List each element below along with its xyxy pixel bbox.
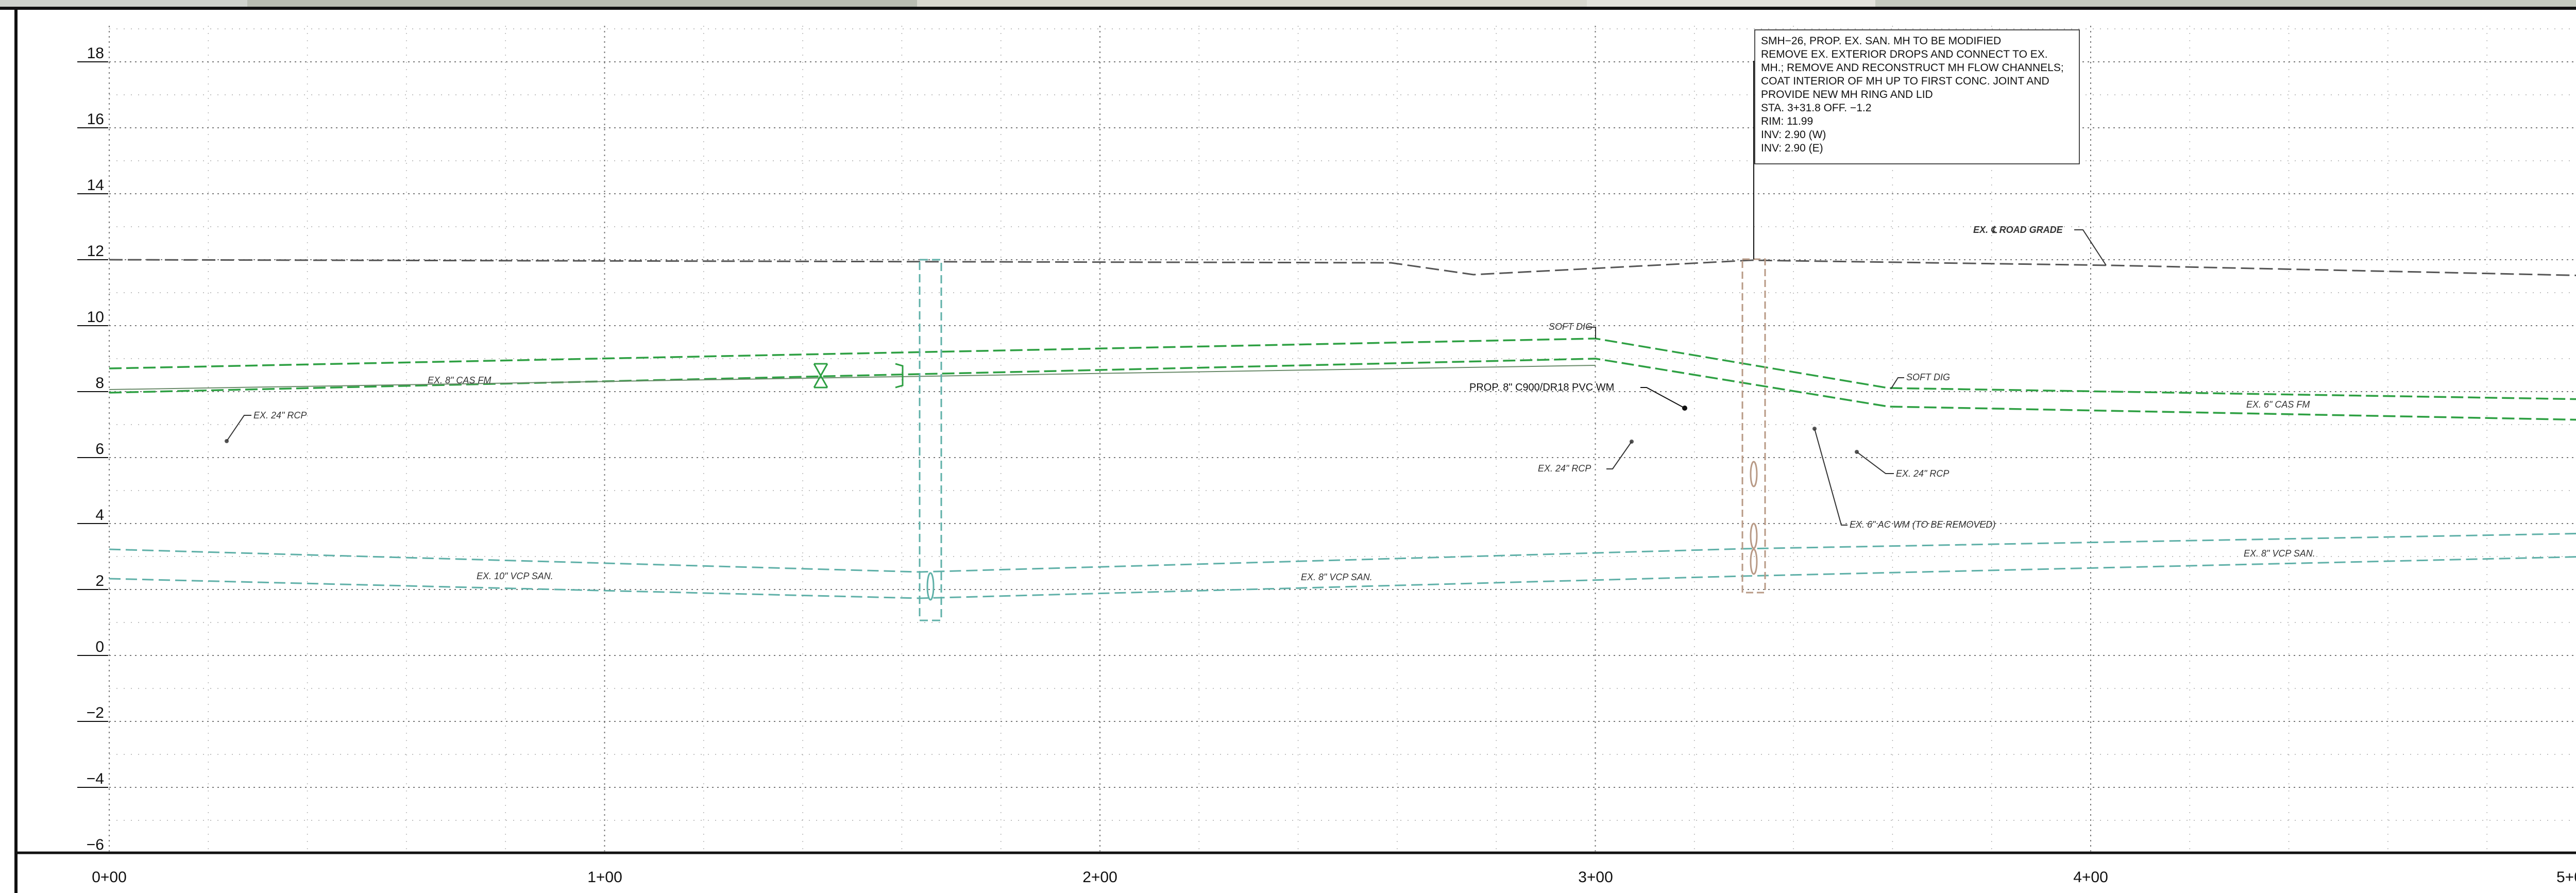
note-line: STA. 3+31.8 OFF. −1.2 <box>1761 102 1871 114</box>
ac-wm-label: EX. 6" AC WM (TO BE REMOVED) <box>1850 519 1995 530</box>
rcp-24-label-a: EX. 24" RCP <box>253 410 307 420</box>
note-line: REMOVE EX. EXTERIOR DROPS AND CONNECT TO… <box>1761 48 2048 60</box>
elev-label: 18 <box>87 45 104 62</box>
sheet-frame <box>14 8 2576 893</box>
vcp-10-label: EX. 10" VCP SAN. <box>477 571 553 581</box>
station-label: 0+00 <box>92 869 127 886</box>
vcp-8-label-b: EX. 8" VCP SAN. <box>2244 548 2315 559</box>
note-line: INV: 2.90 (W) <box>1761 129 1826 141</box>
elev-label: −4 <box>87 770 104 787</box>
manhole-pipes <box>1750 461 1758 575</box>
elev-label: 16 <box>87 111 104 128</box>
soft-dig-label-b: SOFT DIG <box>1906 372 1950 382</box>
elev-label: 14 <box>87 177 104 194</box>
elev-label: −2 <box>87 704 104 721</box>
elev-label: 10 <box>87 309 104 326</box>
note-box: SMH−26, PROP. EX. SAN. MH TO BE MODIFIED… <box>1754 29 2080 164</box>
station-label: 3+00 <box>1578 869 1613 886</box>
prop-wm-pointer <box>1682 406 1687 411</box>
station-label: 1+00 <box>587 869 622 886</box>
elev-label: 2 <box>95 572 104 589</box>
elev-label: 8 <box>95 375 104 392</box>
road-grade-line <box>109 259 2576 276</box>
elev-label: −6 <box>87 836 104 853</box>
note-line: MH.; REMOVE AND RECONSTRUCT MH FLOW CHAN… <box>1761 62 2064 74</box>
elevation-axis: 18 16 14 12 10 8 6 4 2 0 −2 −4 −6 <box>77 45 108 853</box>
valve-symbols <box>813 363 904 389</box>
elev-label: 12 <box>87 243 104 260</box>
station-label: 4+00 <box>2073 869 2108 886</box>
road-grade-text: EX. ℄ ROAD GRADE <box>1973 225 2063 235</box>
ex-crossing-structure <box>919 259 942 621</box>
rcp-24-label-b: EX. 24" RCP <box>1538 463 1591 474</box>
sewer-lines <box>109 532 2576 599</box>
soft-dig-label-a: SOFT DIG <box>1549 322 1592 332</box>
prop-wm-label: PROP. 8" C900/DR18 PVC WM <box>1469 382 1614 393</box>
elev-label: 6 <box>95 441 104 458</box>
ex-crossing-pipe <box>926 572 935 601</box>
note-line: PROVIDE NEW MH RING AND LID <box>1761 89 1933 100</box>
cas-fm-8-label: EX. 8" CAS FM <box>428 375 491 385</box>
prop-wm-line <box>109 365 1596 390</box>
elev-label: 0 <box>95 638 104 655</box>
vcp-8-label-a: EX. 8" VCP SAN. <box>1301 572 1372 582</box>
elev-label: 4 <box>95 507 104 524</box>
note-line: SMH−26, PROP. EX. SAN. MH TO BE MODIFIED <box>1761 35 2001 47</box>
road-grade-label: EX. ℄ ROAD GRADE <box>1973 225 2107 266</box>
note-line: INV: 2.90 (E) <box>1761 142 1823 154</box>
note-line: RIM: 11.99 <box>1761 115 1813 127</box>
cas-fm-6-label: EX. 6" CAS FM <box>2246 399 2310 410</box>
note-line: COAT INTERIOR OF MH UP TO FIRST CONC. JO… <box>1761 75 2049 87</box>
station-label: 2+00 <box>1082 869 1117 886</box>
grid-major <box>109 26 2576 853</box>
station-axis: 0+00 1+00 2+00 3+00 4+00 5+0 <box>92 869 2576 886</box>
station-label: 5+0 <box>2556 869 2576 886</box>
line-labels: EX. 8" CAS FM EX. 6" CAS FM EX. 24" RCP … <box>226 322 2315 582</box>
rcp-24-label-c: EX. 24" RCP <box>1896 468 1949 479</box>
top-strip <box>0 0 2576 10</box>
